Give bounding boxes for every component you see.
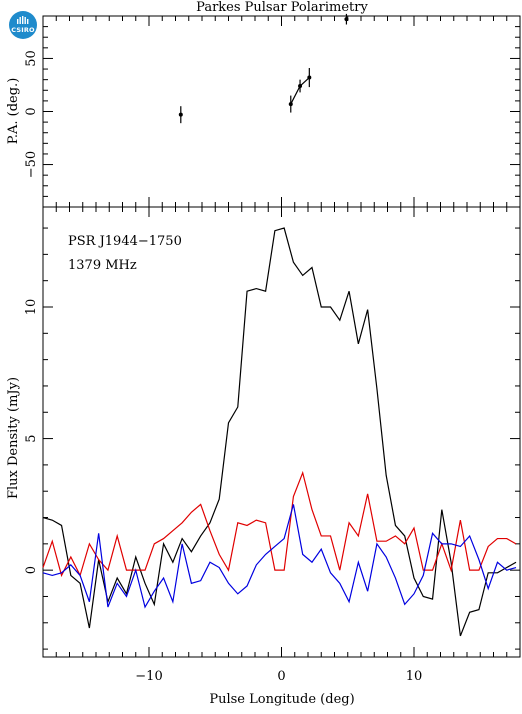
pulsar-name-annotation: PSR J1944−1750 [68,234,182,249]
pa-ytick-label: 50 [24,50,39,67]
pa-panel: −50 0 50 [24,13,521,208]
pa-connector [290,85,301,105]
csiro-logo-icon: CSIRO [9,11,37,39]
flux-series-line-2 [42,504,517,609]
pa-point [178,112,183,117]
csiro-logo-bars [17,16,29,24]
pa-ylabel: P.A. (deg.) [6,78,21,145]
flux-panel: −10 0 10 0 5 10 [24,206,521,684]
x-tick-label: 10 [406,669,423,684]
pa-point [288,102,293,107]
x-tick-label: 0 [277,669,285,684]
flux-ytick-label: 5 [24,434,39,442]
pa-point [307,75,312,80]
pa-point [298,84,303,89]
frequency-annotation: 1379 MHz [68,258,137,273]
pa-ytick-label: −50 [24,151,39,178]
pa-plot-frame [42,15,521,208]
flux-ytick-label: 0 [24,566,39,574]
pa-connector [299,77,310,87]
logo-text: CSIRO [11,26,35,34]
chart-title: Parkes Pulsar Polarimetry [196,0,368,15]
flux-series-line-0 [42,227,517,637]
x-tick-label: −10 [135,669,162,684]
x-axis-label: Pulse Longitude (deg) [209,692,354,707]
flux-ytick-label: 10 [24,299,39,316]
flux-series-line-1 [42,470,517,578]
pa-ytick-label: 0 [24,107,39,115]
pa-point [344,17,349,22]
flux-ylabel: Flux Density (mJy) [6,377,21,499]
